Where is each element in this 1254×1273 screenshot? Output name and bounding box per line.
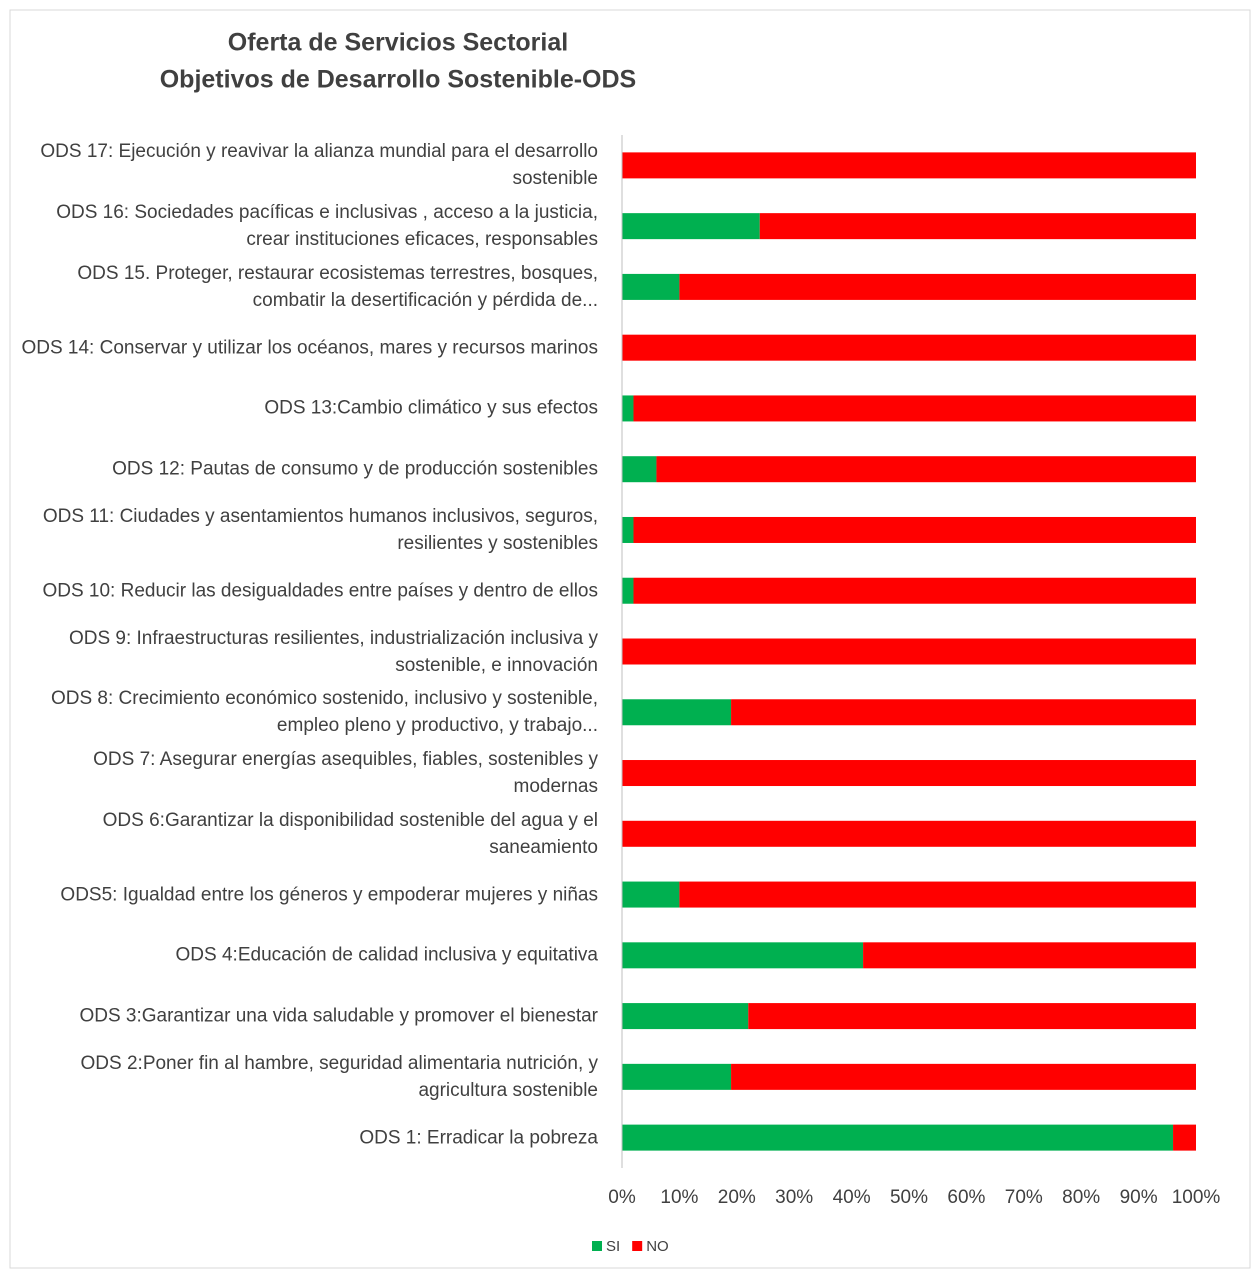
x-tick-label: 50% [890, 1187, 928, 1208]
y-tick-label: ODS 12: Pautas de consumo y de producció… [112, 458, 598, 480]
bar-segment [1173, 1124, 1196, 1151]
y-tick-label: ODS 1: Erradicar la pobreza [359, 1127, 598, 1149]
y-tick-label: ODS 17: Ejecución y reavivar la alianza … [40, 141, 598, 190]
chart-subtitle: Objetivos de Desarrollo Sostenible-ODS [160, 66, 637, 94]
bar-segment [622, 152, 1196, 179]
y-tick-label: ODS 9: Infraestructuras resilientes, ind… [68, 627, 598, 676]
bar-segment [622, 881, 680, 908]
x-tick-label: 60% [947, 1187, 985, 1208]
y-tick-label: ODS 7: Asegurar energías asequibles, fia… [93, 749, 598, 798]
x-tick-label: 100% [1172, 1187, 1221, 1208]
bar-segment [622, 1063, 732, 1090]
y-tick-label: ODS 16: Sociedades pacíficas e inclusiva… [56, 202, 598, 251]
legend-swatch [592, 1241, 602, 1251]
x-tick-label: 80% [1062, 1187, 1100, 1208]
bar-segment [622, 334, 1196, 361]
legend-label: NO [646, 1238, 669, 1255]
bar-segment [656, 456, 1196, 483]
x-tick-label: 70% [1005, 1187, 1043, 1208]
bar-segment [622, 395, 634, 422]
x-tick-label: 10% [660, 1187, 698, 1208]
bar-segment [622, 456, 657, 483]
bar-segment [622, 1003, 749, 1030]
bar-segment [863, 942, 1196, 969]
bar-segment [622, 820, 1196, 847]
x-tick-label: 0% [608, 1187, 636, 1208]
y-tick-label: ODS 2:Poner fin al hambre, seguridad ali… [80, 1052, 598, 1101]
y-tick-label: ODS 14: Conservar y utilizar los océanos… [21, 337, 598, 359]
y-tick-label: ODS 6:Garantizar la disponibilidad soste… [102, 809, 598, 858]
bar-segment [731, 1063, 1196, 1090]
y-tick-label: ODS 13:Cambio climático y sus efectos [264, 397, 598, 419]
bar-segment [622, 699, 732, 726]
bar-segment [633, 577, 1196, 604]
legend-swatch [632, 1241, 643, 1251]
bar-segment [622, 638, 1196, 665]
x-tick-label: 30% [775, 1187, 813, 1208]
bar-segment [622, 213, 760, 240]
bar-segment [622, 273, 680, 300]
bar-segment [748, 1003, 1196, 1030]
bar-segment [622, 1124, 1174, 1151]
bar-segment [622, 577, 634, 604]
y-tick-label: ODS 10: Reducir las desigualdades entre … [42, 580, 598, 602]
bar-segment [622, 760, 1196, 787]
y-tick-label: ODS 4:Educación de calidad inclusiva y e… [175, 944, 598, 966]
bar-segment [759, 213, 1196, 240]
x-tick-label: 40% [833, 1187, 871, 1208]
bar-segment [622, 516, 634, 543]
y-tick-label: ODS 15. Proteger, restaurar ecosistemas … [77, 262, 598, 311]
bar-segment [679, 273, 1196, 300]
bar-segment [679, 881, 1196, 908]
x-tick-label: 90% [1120, 1187, 1158, 1208]
bar-segment [633, 516, 1196, 543]
y-tick-label: ODS 3:Garantizar una vida saludable y pr… [79, 1005, 598, 1027]
bar-segment [731, 699, 1196, 726]
x-tick-label: 20% [718, 1187, 756, 1208]
chart-title: Oferta de Servicios Sectorial [228, 29, 568, 57]
y-tick-label: ODS5: Igualdad entre los géneros y empod… [60, 884, 598, 906]
bar-segment [622, 942, 864, 969]
bar-segment [633, 395, 1196, 422]
y-tick-label: ODS 11: Ciudades y asentamientos humanos… [42, 505, 598, 554]
y-tick-label: ODS 8: Crecimiento económico sostenido, … [50, 688, 598, 737]
legend-label: SI [606, 1238, 620, 1255]
